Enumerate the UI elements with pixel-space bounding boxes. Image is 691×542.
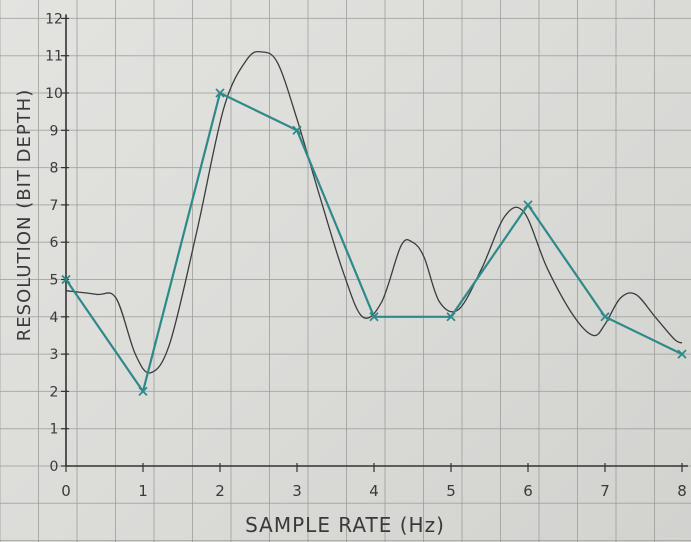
y-tick-label: 10 [45, 86, 63, 102]
analog-curve-path [65, 50, 683, 374]
sample-point-marker [138, 386, 148, 397]
y-tick-label: 11 [45, 49, 63, 65]
x-tick-label: 1 [138, 482, 148, 500]
x-tick-label: 2 [215, 482, 225, 500]
x-axis-label: SAMPLE RATE (Hz) [245, 513, 445, 537]
x-tick-label: 5 [446, 482, 456, 500]
sample-point-marker [446, 312, 456, 322]
sampled-series [61, 88, 687, 397]
sample-point-marker [369, 312, 379, 322]
x-tick-label: 0 [61, 482, 71, 500]
y-tick-label: 0 [50, 459, 59, 475]
x-tick-label: 7 [600, 482, 610, 500]
y-tick-label: 9 [50, 123, 59, 139]
y-tick-label: 1 [50, 422, 59, 438]
x-tick-label: 6 [523, 482, 533, 500]
x-tick-label: 3 [292, 482, 302, 500]
axes [61, 14, 688, 472]
sample-point-marker [677, 349, 687, 359]
y-tick-label: 5 [50, 273, 59, 289]
y-tick-label: 12 [45, 11, 63, 27]
sample-point-marker [292, 125, 302, 135]
x-tick-label: 4 [369, 482, 379, 500]
sample-point-marker [61, 274, 71, 285]
y-tick-label: 7 [50, 198, 59, 214]
y-tick-label: 8 [50, 161, 59, 177]
y-tick-label: 6 [50, 235, 59, 251]
sample-point-marker [523, 200, 533, 210]
sample-point-marker [215, 88, 225, 98]
x-tick-label: 8 [677, 482, 687, 500]
y-tick-label: 3 [50, 347, 59, 363]
y-tick-label: 4 [50, 310, 59, 326]
analog-curve [65, 50, 683, 374]
y-tick-label: 2 [50, 384, 59, 400]
y-axis-label: RESOLUTION (BIT DEPTH) [14, 89, 35, 341]
x-tick-labels: 0 1 2 3 4 5 6 7 8 [61, 482, 687, 500]
sample-point-marker [600, 312, 610, 322]
